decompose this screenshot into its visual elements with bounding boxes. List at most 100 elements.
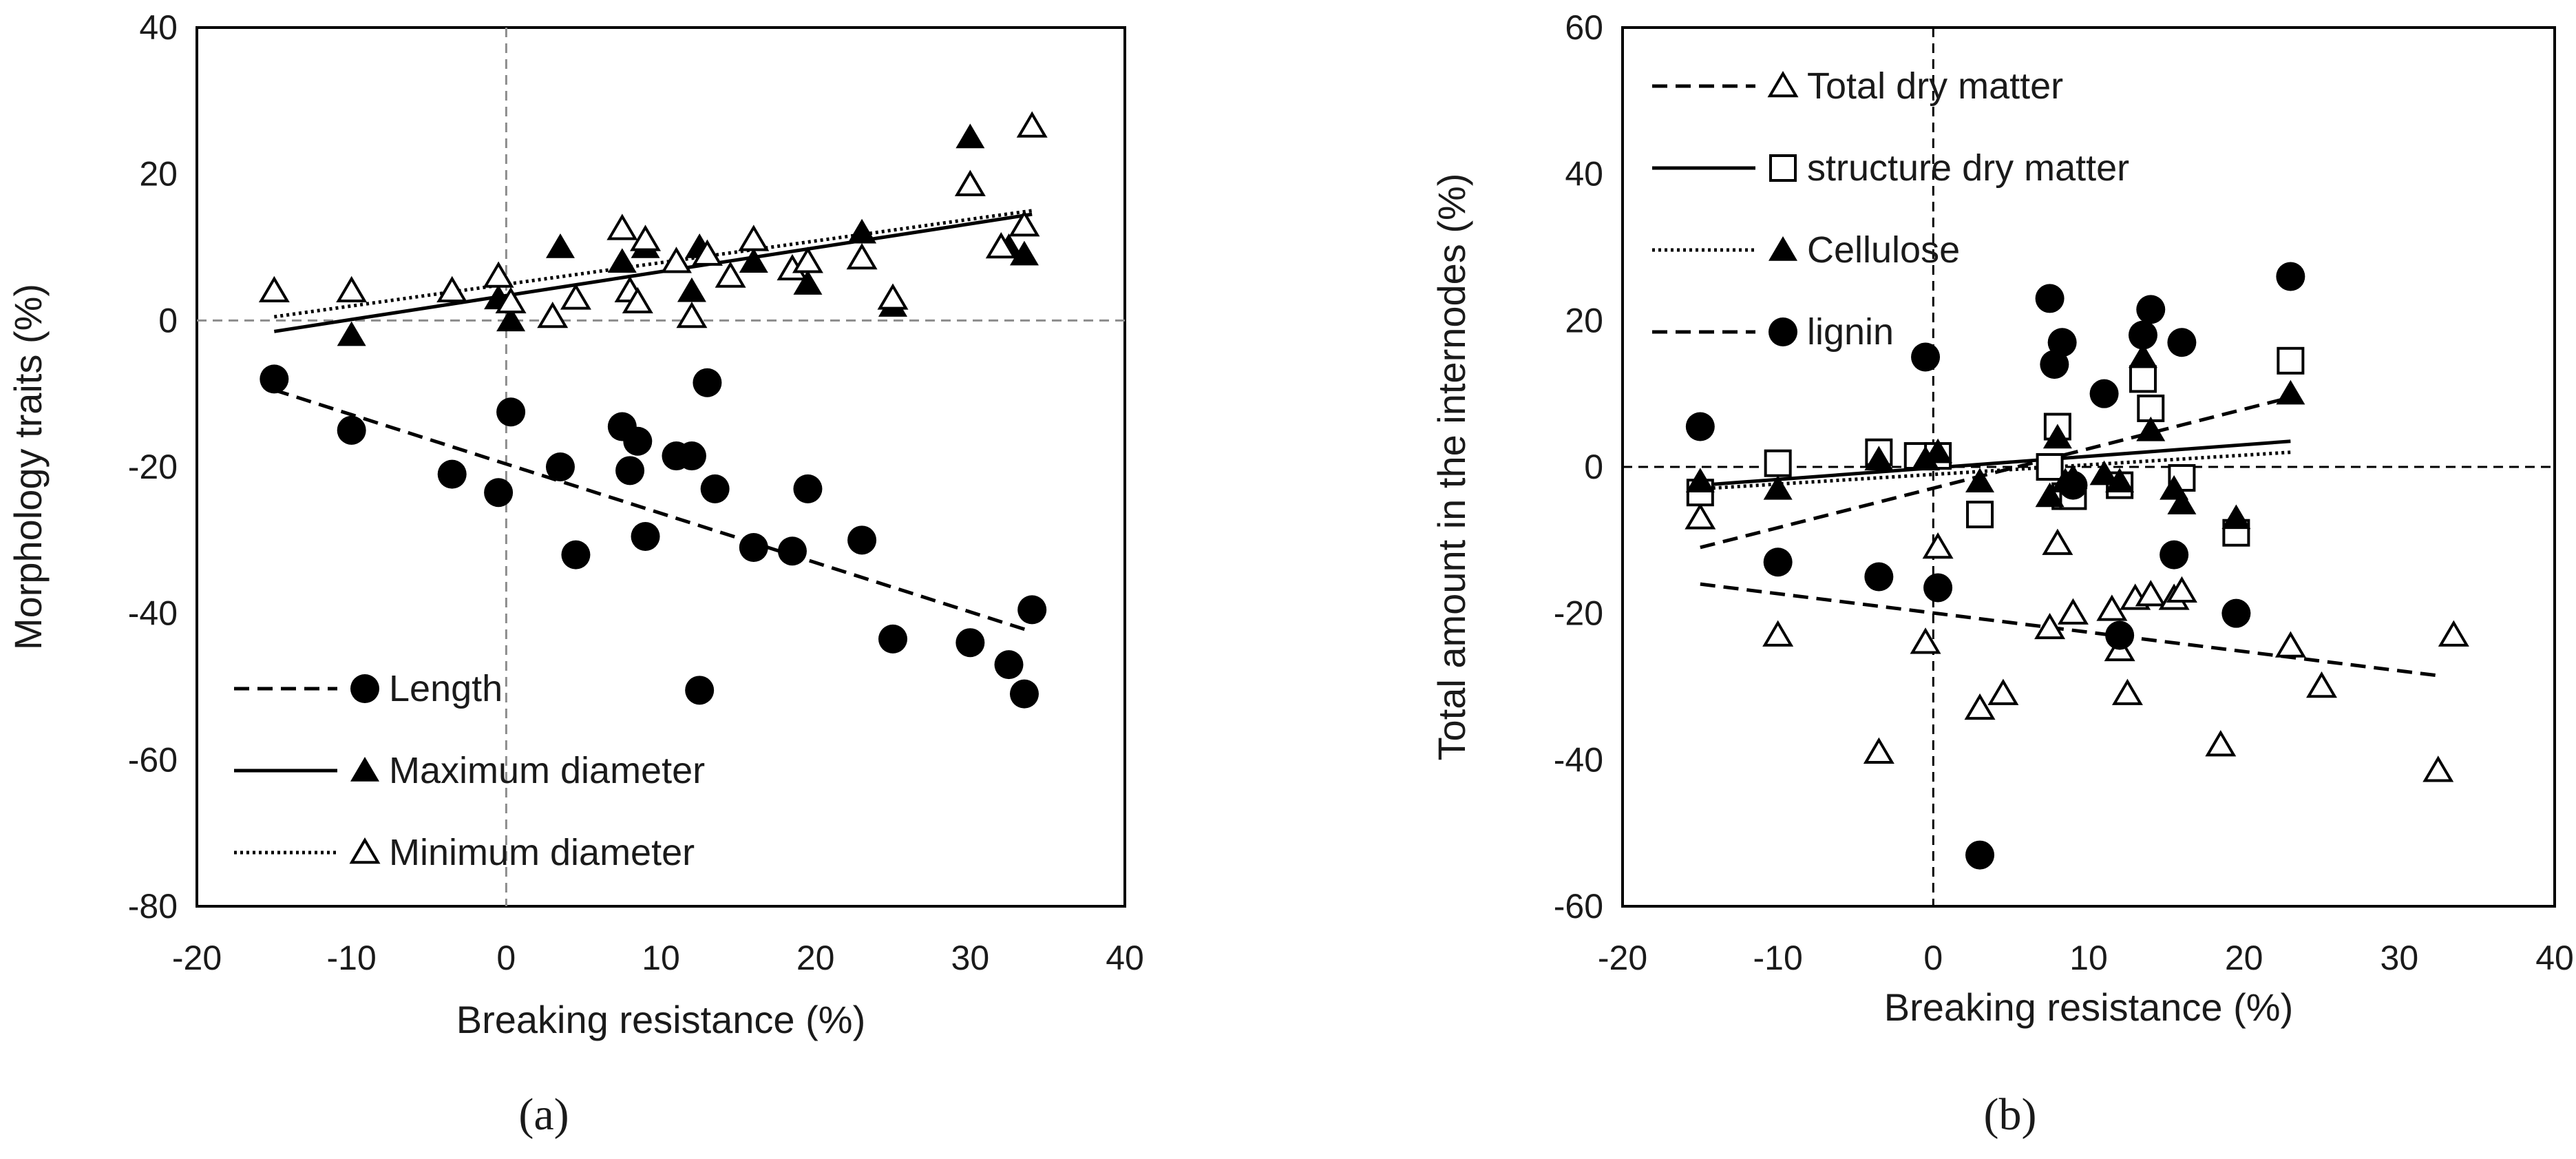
- data-point: [739, 248, 768, 273]
- x-axis-title: Breaking resistance (%): [1884, 985, 2293, 1029]
- data-point: [2221, 598, 2251, 628]
- data-point: [1763, 547, 1793, 577]
- data-point: [2111, 678, 2143, 705]
- legend-label: Maximum diameter: [389, 750, 705, 791]
- data-point: [2167, 328, 2197, 357]
- data-point: [2034, 612, 2066, 640]
- data-point: [954, 169, 986, 196]
- legend-label: lignin: [1807, 311, 1894, 353]
- data-point: [2129, 365, 2157, 393]
- legend-label: Length: [389, 668, 503, 709]
- data-point: [2167, 490, 2197, 514]
- data-point: [1762, 620, 1794, 647]
- data-point: [1864, 562, 1894, 592]
- data-point: [677, 441, 706, 471]
- data-point: [1009, 679, 1039, 709]
- data-point: [792, 247, 823, 273]
- data-point: [2274, 631, 2306, 658]
- data-point: [1910, 627, 1941, 654]
- y-tick-label: 60: [1565, 8, 1603, 47]
- legend-marker: [1769, 317, 1797, 346]
- data-point: [877, 283, 909, 310]
- data-point: [337, 415, 366, 445]
- data-point: [1017, 595, 1047, 625]
- x-tick-label: 40: [1106, 939, 1144, 977]
- data-point: [846, 242, 878, 270]
- data-point: [715, 261, 746, 288]
- x-tick-label: 0: [1923, 939, 1943, 977]
- legend-label: structure dry matter: [1807, 147, 2129, 189]
- data-point: [2105, 468, 2135, 493]
- y-tick-label: -20: [1554, 594, 1603, 633]
- data-point: [1965, 840, 1995, 870]
- data-point: [793, 474, 823, 503]
- x-tick-label: 20: [2225, 939, 2263, 977]
- data-point: [685, 676, 715, 705]
- y-tick-label: 40: [1565, 155, 1603, 194]
- data-point: [1685, 468, 1715, 493]
- data-point: [1923, 438, 1953, 463]
- data-point: [495, 286, 527, 313]
- data-point: [537, 302, 569, 328]
- y-tick-label: 0: [1584, 448, 1603, 486]
- data-point: [2438, 620, 2469, 647]
- x-tick-label: -20: [172, 939, 222, 977]
- legend-marker: [1769, 236, 1797, 261]
- legend-marker: [350, 674, 379, 703]
- y-axis-title: Morphology traits (%): [6, 284, 50, 650]
- panel-label: (a): [518, 1089, 569, 1140]
- data-point: [630, 225, 662, 251]
- data-point: [2047, 328, 2077, 357]
- x-axis-title: Breaking resistance (%): [456, 998, 865, 1041]
- data-point: [2035, 482, 2065, 508]
- y-tick-label: -60: [1554, 887, 1603, 926]
- data-point: [496, 397, 526, 427]
- data-point: [1923, 573, 1953, 603]
- trend-line: [273, 212, 1033, 333]
- data-point: [1911, 446, 1941, 471]
- y-tick-label: -40: [128, 594, 178, 633]
- data-point: [2040, 350, 2069, 379]
- data-point: [2422, 755, 2454, 782]
- data-point: [483, 261, 514, 288]
- trend-line: [273, 388, 1033, 634]
- data-point: [985, 232, 1017, 259]
- data-point: [615, 456, 645, 485]
- y-tick-label: 40: [139, 8, 178, 47]
- x-tick-label: 40: [2535, 939, 2574, 977]
- data-point: [677, 277, 706, 302]
- data-point: [660, 247, 692, 273]
- data-point: [1764, 449, 1792, 477]
- data-point: [1965, 468, 1995, 493]
- trend-line: [1700, 395, 2291, 550]
- x-tick-label: 20: [796, 939, 835, 977]
- trend-line: [273, 209, 1033, 319]
- x-tick-label: 10: [642, 939, 680, 977]
- data-point: [994, 650, 1024, 680]
- data-point: [2221, 504, 2251, 530]
- data-point: [1763, 474, 1793, 500]
- data-point: [693, 368, 722, 397]
- data-point: [622, 286, 653, 313]
- data-point: [1966, 501, 1994, 529]
- data-point: [484, 478, 514, 508]
- data-point: [1911, 342, 1941, 372]
- x-tick-label: 30: [2380, 939, 2419, 977]
- data-point: [631, 522, 660, 552]
- y-tick-label: 0: [158, 301, 178, 340]
- trend-line: [1700, 582, 2439, 678]
- y-tick-label: -60: [128, 740, 178, 779]
- data-point: [2096, 594, 2128, 621]
- data-point: [436, 275, 468, 303]
- data-point: [2042, 528, 2073, 555]
- data-point: [2128, 343, 2157, 368]
- data-point: [337, 321, 366, 346]
- data-point: [545, 233, 575, 258]
- data-point: [2035, 284, 2065, 313]
- data-point: [2166, 576, 2197, 603]
- data-point: [2057, 598, 2089, 625]
- trend-line: [1700, 439, 2291, 488]
- x-tick-label: -20: [1598, 939, 1647, 977]
- x-tick-label: 0: [496, 939, 516, 977]
